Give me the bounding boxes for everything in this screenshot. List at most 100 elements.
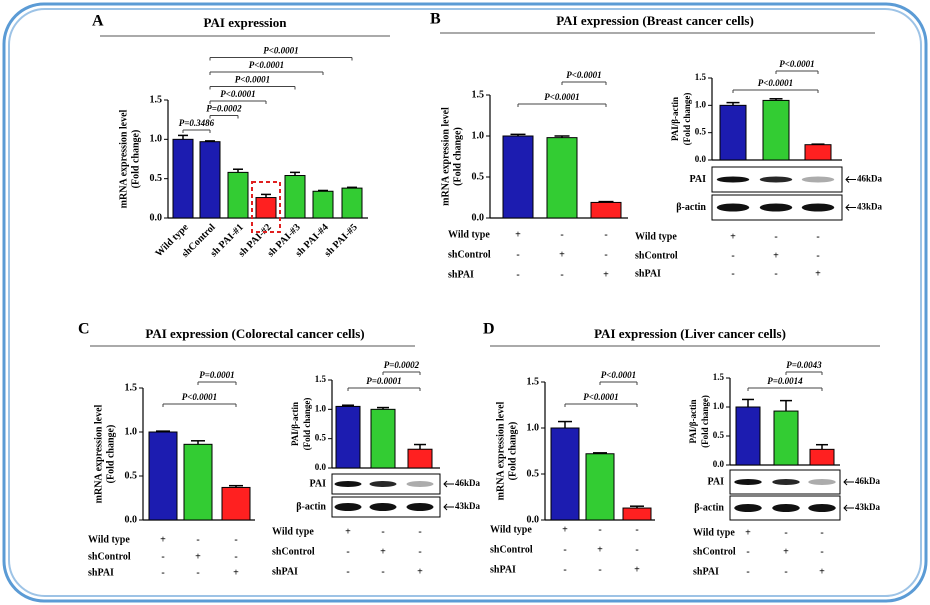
p-value: P<0.0001 xyxy=(249,60,284,70)
blot-arrow xyxy=(845,176,856,183)
condition-mark: + xyxy=(745,527,751,538)
y-tick-label: 0.5 xyxy=(315,433,327,443)
p-value: P<0.0001 xyxy=(779,59,814,69)
y-tick-label: 0.0 xyxy=(527,514,540,525)
p-value: P<0.0001 xyxy=(566,70,601,80)
condition-mark: - xyxy=(196,567,199,578)
bar xyxy=(809,448,835,466)
blot-band xyxy=(369,503,397,511)
bar xyxy=(199,141,221,219)
bar xyxy=(762,99,790,161)
y-axis-label: (Fold change) xyxy=(682,93,692,146)
condition-label: Wild type xyxy=(490,524,532,535)
condition-mark: - xyxy=(820,527,823,538)
bar xyxy=(148,431,178,521)
condition-mark: - xyxy=(784,527,787,538)
condition-mark: - xyxy=(598,564,601,575)
bar xyxy=(370,408,396,469)
bar xyxy=(172,138,194,219)
bar xyxy=(312,190,334,219)
y-axis-label: PAI/β-actin xyxy=(670,97,680,141)
condition-label: shControl xyxy=(635,250,678,261)
blot-size: 43kDa xyxy=(455,501,481,511)
y-axis-label: mRNA expression level xyxy=(93,404,104,503)
blot-label: PAI xyxy=(310,478,327,489)
p-value: P<0.0001 xyxy=(601,370,636,380)
condition-label: shControl xyxy=(272,546,315,557)
condition-label: shPAI xyxy=(448,269,474,280)
condition-mark: - xyxy=(731,250,734,261)
condition-mark: - xyxy=(746,546,749,557)
y-tick-label: 1.5 xyxy=(695,72,707,82)
condition-mark: + xyxy=(562,524,568,535)
panel-title: PAI expression (Breast cancer cells) xyxy=(556,13,754,28)
p-value: P<0.0001 xyxy=(544,92,579,102)
y-axis-label: PAI/β-actin xyxy=(290,402,300,446)
p-value: P=0.0002 xyxy=(384,360,420,370)
y-axis-label: mRNA expression level xyxy=(118,109,129,208)
blot-band xyxy=(808,479,836,485)
blot-size: 46kDa xyxy=(455,478,481,488)
condition-mark: - xyxy=(563,544,566,555)
condition-mark: - xyxy=(731,268,734,279)
bar xyxy=(622,507,652,521)
blot-label: β-actin xyxy=(676,202,706,213)
bar xyxy=(502,135,534,219)
p-value: P<0.0001 xyxy=(220,89,255,99)
y-tick-label: 1.0 xyxy=(125,426,138,437)
bar xyxy=(335,405,361,469)
panel-title: PAI expression xyxy=(204,15,288,30)
y-tick-label: 1.5 xyxy=(713,372,725,382)
blot-arrow xyxy=(843,504,854,512)
y-tick-label: 0.0 xyxy=(150,212,163,223)
panel-letter: B xyxy=(430,11,441,28)
condition-mark: + xyxy=(233,567,239,578)
condition-mark: - xyxy=(418,526,421,537)
blot-band xyxy=(808,504,836,512)
bar xyxy=(407,448,433,469)
condition-label: shPAI xyxy=(272,566,298,577)
condition-mark: + xyxy=(603,269,609,280)
blot-band xyxy=(759,176,793,183)
p-value: P<0.0001 xyxy=(235,75,270,85)
blot-band xyxy=(716,203,750,212)
condition-mark: + xyxy=(634,564,640,575)
condition-mark: - xyxy=(234,534,237,545)
condition-mark: - xyxy=(816,250,819,261)
condition-mark: + xyxy=(195,551,201,562)
bar xyxy=(735,406,761,466)
condition-mark: + xyxy=(417,566,423,577)
bar xyxy=(284,175,306,219)
y-tick-label: 0.5 xyxy=(695,127,707,137)
y-tick-label: 1.5 xyxy=(125,382,138,393)
condition-mark: - xyxy=(774,268,777,279)
y-tick-label: 1.0 xyxy=(713,401,725,411)
bar xyxy=(341,187,363,219)
bar xyxy=(719,104,747,161)
panel-title: PAI expression (Colorectal cancer cells) xyxy=(145,326,364,341)
condition-mark: - xyxy=(604,249,607,260)
y-tick-label: 0.0 xyxy=(472,212,485,223)
condition-mark: - xyxy=(516,269,519,280)
blot-band xyxy=(801,176,835,183)
condition-mark: + xyxy=(783,546,789,557)
condition-mark: + xyxy=(597,544,603,555)
blot-label: PAI xyxy=(690,174,707,185)
blot-size: 46kDa xyxy=(855,476,881,486)
blot-band xyxy=(369,481,397,487)
condition-mark: - xyxy=(635,524,638,535)
condition-mark: + xyxy=(515,229,521,240)
bar xyxy=(804,144,832,161)
blot-label: PAI xyxy=(708,476,725,487)
condition-mark: - xyxy=(234,551,237,562)
y-tick-label: 1.0 xyxy=(315,403,327,413)
condition-label: shPAI xyxy=(88,567,114,578)
y-axis-label: (Fold change) xyxy=(507,422,518,481)
frame-inner xyxy=(8,8,922,597)
y-tick-label: 1.0 xyxy=(150,134,163,145)
blot-size: 46kDa xyxy=(857,174,883,184)
panel-title: PAI expression (Liver cancer cells) xyxy=(594,326,786,341)
blot-band xyxy=(406,503,434,511)
